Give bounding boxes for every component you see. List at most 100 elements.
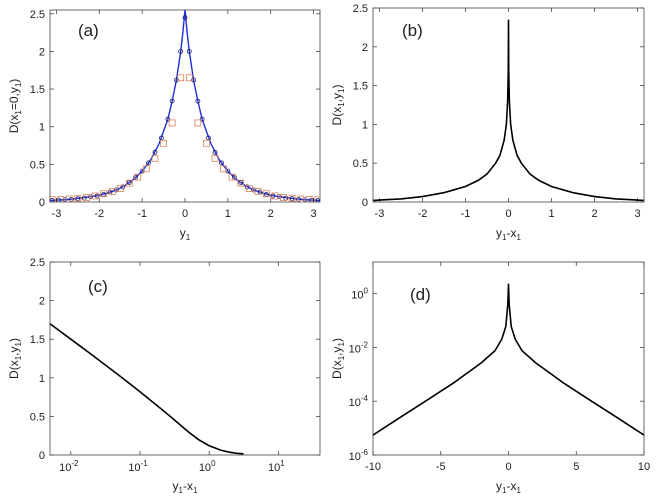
data-point-square — [185, 74, 193, 82]
y-tick-label: 0.5 — [353, 158, 368, 170]
data-point-circle — [270, 193, 276, 199]
data-point-circle — [191, 77, 196, 83]
data-point-square — [100, 190, 107, 198]
y-axis-label: D(x1,y1) — [330, 85, 346, 126]
data-point-square — [314, 196, 320, 202]
panel-label: (a) — [78, 21, 99, 40]
panel-b: -3 -2 -1 0 1 2 3 0 0.5 1 1.5 2 2.5 (b) y1-x1 D(x1,y1) — [330, 3, 645, 242]
data-point-square — [168, 119, 176, 127]
data-point-circle — [146, 160, 151, 166]
data-point-square — [220, 165, 227, 173]
x-tick-label: 0 — [182, 208, 188, 220]
data-point-circle — [120, 184, 126, 190]
data-point-square — [160, 139, 167, 147]
data-point-square — [65, 195, 73, 202]
plot-area — [50, 10, 320, 202]
y-tick-label: 1.5 — [353, 81, 368, 93]
data-point-circle — [139, 168, 145, 174]
x-axis-label: y1-x1 — [173, 479, 198, 495]
y-tick-label: 100 — [351, 287, 368, 302]
data-point-circle — [94, 193, 100, 199]
data-point-square — [280, 194, 287, 201]
x-axis-label: y1-x1 — [496, 226, 521, 242]
x-tick-label: 2 — [591, 208, 597, 220]
x-tick-label: -2 — [94, 208, 104, 220]
data-point-square — [245, 185, 253, 192]
data-point-square — [151, 154, 159, 162]
y-tick-label: 0.5 — [30, 159, 45, 171]
data-point-square — [211, 154, 219, 162]
x-tick-label: 1 — [225, 208, 231, 220]
data-point-circle — [315, 198, 320, 202]
y-tick-label: 2.5 — [353, 3, 368, 15]
x-tick-label: 10-1 — [128, 459, 148, 474]
series-line — [50, 10, 320, 202]
data-point-square — [194, 119, 202, 127]
x-tick-label: -3 — [375, 208, 385, 220]
svg-text:D(x1,y1): D(x1,y1) — [330, 338, 346, 379]
y-tick-label: 2 — [39, 46, 45, 58]
x-axis-label: y1-x1 — [496, 479, 521, 495]
data-point-circle — [289, 196, 295, 202]
panel-label: (c) — [88, 277, 108, 296]
data-point-square — [108, 188, 116, 195]
data-point-circle — [244, 184, 250, 190]
series-line — [50, 323, 244, 455]
data-point-square — [263, 190, 270, 198]
data-point-circle — [174, 77, 179, 83]
plot-area — [373, 19, 644, 202]
y-tick-label: 1.5 — [30, 84, 45, 96]
data-point-circle — [133, 174, 139, 180]
plot-area — [50, 323, 244, 455]
x-tick-label: -5 — [436, 461, 446, 473]
svg-text:D(x1,y1): D(x1,y1) — [7, 338, 23, 379]
svg-text:D(x1=0,y1): D(x1=0,y1) — [7, 79, 23, 134]
x-tick-label: 2 — [268, 208, 274, 220]
axes-frame — [49, 261, 321, 456]
panel-label: (d) — [410, 285, 431, 304]
y-tick-label: 2 — [362, 42, 368, 54]
series-line — [373, 19, 644, 202]
plot-area — [373, 283, 644, 436]
x-tick-label: 100 — [199, 459, 216, 474]
y-tick-label: 10-6 — [349, 448, 369, 463]
y-tick-label: 1.5 — [30, 334, 45, 346]
data-point-square — [125, 179, 133, 187]
data-point-circle — [276, 194, 282, 200]
y-axis-label: D(x1,y1) — [7, 338, 23, 379]
y-tick-label: 10-2 — [349, 340, 369, 355]
data-point-circle — [302, 197, 308, 202]
data-point-circle — [296, 196, 301, 202]
data-point-square — [177, 74, 185, 82]
data-point-square — [117, 185, 125, 192]
series-line — [373, 283, 644, 436]
data-point-square — [254, 188, 262, 195]
y-tick-label: 0.5 — [30, 411, 45, 423]
y-tick-label: 0 — [362, 197, 368, 209]
y-tick-label: 0 — [39, 450, 45, 462]
x-tick-label: 3 — [634, 208, 640, 220]
data-point-circle — [50, 198, 55, 202]
data-point-square — [203, 139, 210, 147]
data-point-circle — [199, 116, 205, 122]
data-point-circle — [152, 149, 158, 155]
panel-c: 10-2 10-1 100 101 0 0.5 1 1.5 2 2.5 (c) y1-x1 D(x1,y… — [7, 257, 321, 495]
svg-text:D(x1,y1): D(x1,y1) — [330, 85, 346, 126]
data-point-square — [237, 179, 245, 187]
y-tick-label: 2.5 — [30, 257, 45, 269]
data-point-circle — [169, 98, 175, 104]
panel-d: -10 -5 0 5 10 10-6 10-4 10-2 100 (d) y1-x1 D(x1,y1) — [330, 261, 650, 495]
x-tick-label: 5 — [573, 461, 579, 473]
panel-label: (b) — [402, 21, 423, 40]
data-point-circle — [75, 196, 81, 202]
x-tick-label: 101 — [268, 459, 285, 474]
y-tick-label: 0 — [39, 197, 45, 209]
x-tick-label: 0 — [505, 461, 511, 473]
data-point-square — [74, 194, 82, 202]
data-point-circle — [165, 116, 171, 122]
y-tick-label: 2.5 — [30, 9, 45, 21]
y-tick-label: 10-4 — [349, 394, 369, 409]
data-point-circle — [182, 15, 188, 20]
data-point-circle — [195, 98, 201, 104]
